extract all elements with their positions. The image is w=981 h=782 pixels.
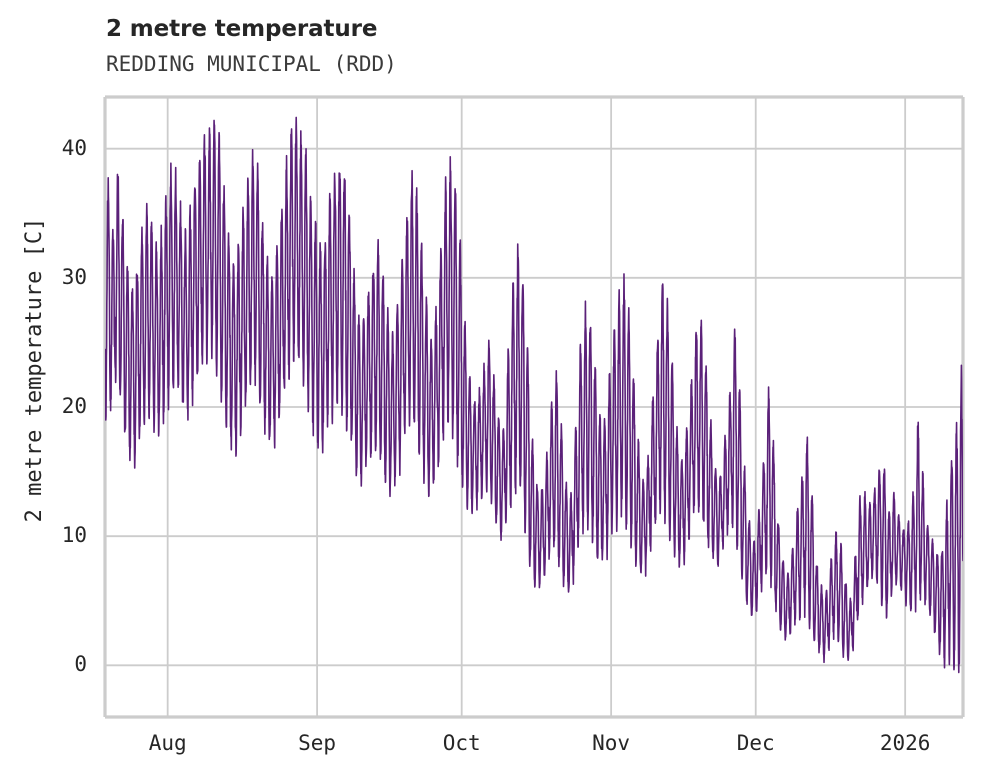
x-tick-label: Dec <box>736 731 775 755</box>
y-tick-label: 10 <box>61 523 87 548</box>
x-tick-label: Oct <box>442 731 481 755</box>
y-tick-label: 0 <box>74 652 87 677</box>
chart-subtitle: REDDING MUNICIPAL (RDD) <box>106 52 397 76</box>
y-tick-label: 40 <box>61 135 87 160</box>
x-tick-label: Aug <box>148 731 187 755</box>
x-tick-label: Sep <box>298 731 337 755</box>
series-path <box>105 116 963 674</box>
chart-title: 2 metre temperature <box>106 16 378 42</box>
y-tick-label: 30 <box>61 264 87 289</box>
y-tick-label: 20 <box>61 394 87 418</box>
x-tick-label: 2026 <box>879 731 931 755</box>
x-tick-label: Nov <box>592 731 631 755</box>
temperature-series-line <box>105 116 963 674</box>
